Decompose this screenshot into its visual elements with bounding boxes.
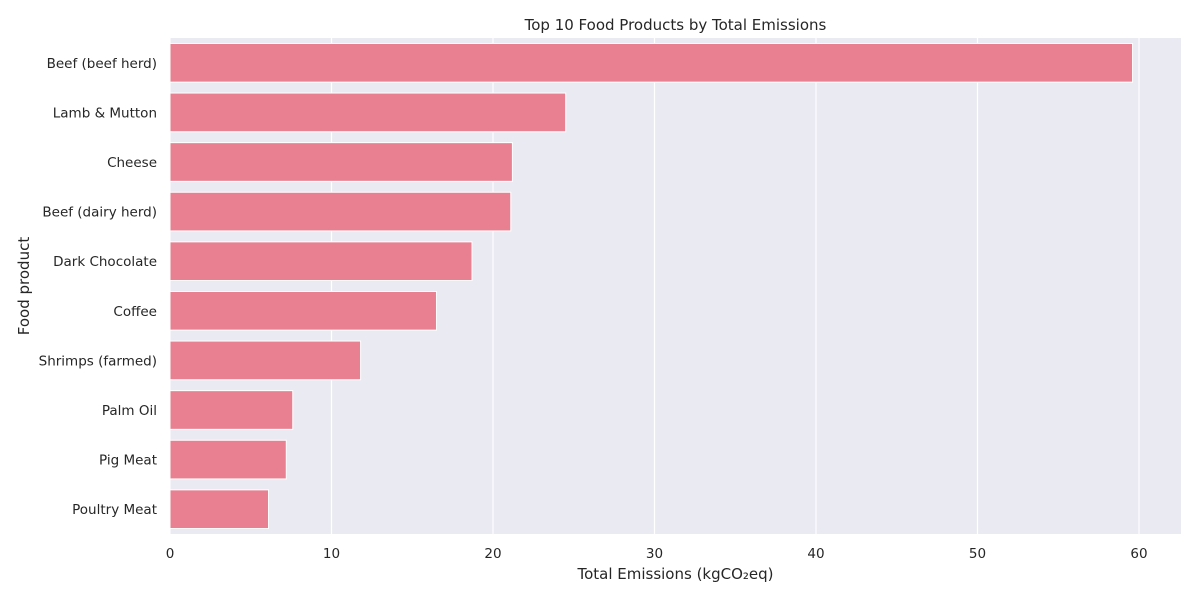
bar: [169, 439, 287, 480]
x-tick-label: 0: [166, 546, 175, 562]
bar: [169, 340, 362, 381]
x-tick-label: 20: [484, 546, 501, 562]
x-tick-label: 50: [969, 546, 986, 562]
x-tick-label: 30: [646, 546, 663, 562]
y-axis-label: Food product: [15, 237, 33, 336]
y-tick-label: Dark Chocolate: [53, 254, 157, 270]
bar: [169, 290, 437, 331]
bar: [169, 42, 1134, 83]
x-tick-labels: 0 10 20 30 40 50 60: [166, 546, 1148, 562]
y-tick-label: Coffee: [113, 304, 157, 320]
chart-title: Top 10 Food Products by Total Emissions: [524, 16, 827, 34]
x-tick-label: 60: [1130, 546, 1147, 562]
y-tick-label: Beef (beef herd): [47, 56, 157, 72]
bars-layer: [169, 42, 1134, 530]
y-tick-label: Pig Meat: [99, 453, 157, 469]
bar: [169, 241, 473, 282]
y-tick-label: Cheese: [107, 155, 157, 171]
x-tick-label: 40: [807, 546, 824, 562]
y-tick-label: Lamb & Mutton: [53, 105, 157, 121]
bar: [169, 191, 512, 232]
bar: [169, 92, 567, 133]
y-tick-label: Palm Oil: [102, 403, 157, 419]
y-tick-labels: Beef (beef herd) Lamb & Mutton Cheese Beef …: [39, 56, 157, 518]
bar: [169, 489, 270, 530]
y-tick-label: Shrimps (farmed): [39, 353, 157, 369]
x-tick-label: 10: [323, 546, 340, 562]
bar: [169, 390, 294, 430]
y-tick-label: Poultry Meat: [72, 502, 157, 518]
x-axis-label: Total Emissions (kgCO₂eq): [576, 565, 773, 583]
y-tick-label: Beef (dairy herd): [42, 205, 157, 221]
bar: [169, 142, 513, 182]
